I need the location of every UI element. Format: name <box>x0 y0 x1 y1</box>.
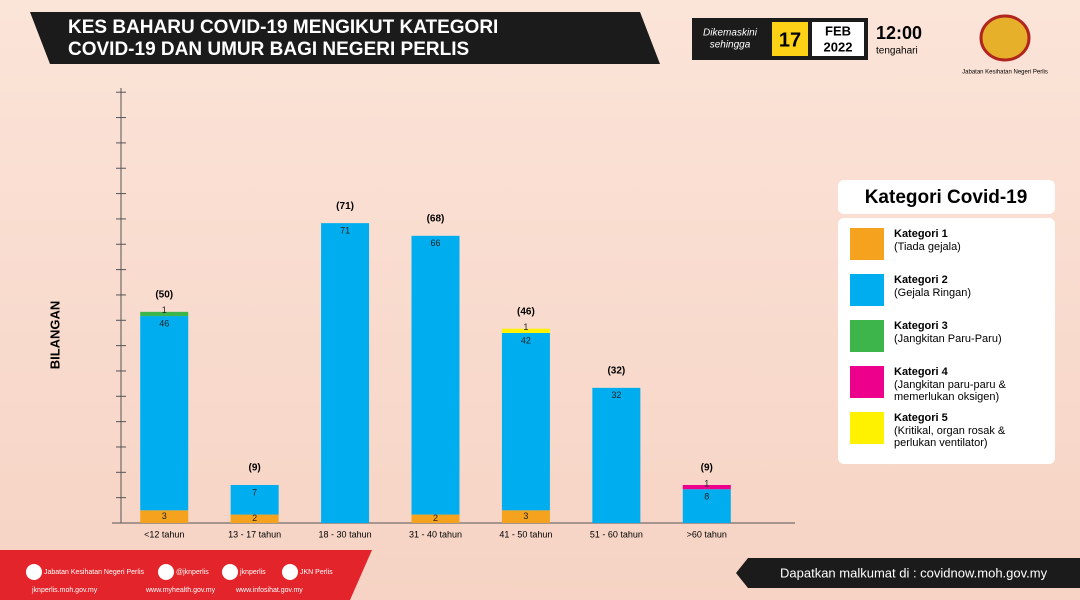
legend-swatch <box>850 320 884 352</box>
footer-left <box>0 550 372 600</box>
x-tick-label: <12 tahun <box>144 529 184 539</box>
bar-segment <box>682 489 731 523</box>
title-banner <box>30 12 660 64</box>
x-tick-label: 18 - 30 tahun <box>319 529 372 539</box>
segment-label: 8 <box>704 492 709 502</box>
total-label: (9) <box>701 463 713 474</box>
segment-label: 3 <box>162 511 167 521</box>
segment-label: 1 <box>162 305 167 315</box>
legend-box <box>838 218 1055 464</box>
segment-label: 32 <box>611 390 621 400</box>
footer-info: Dapatkan malkumat di : covidnow.moh.gov.… <box>780 565 1048 580</box>
bar-segment <box>682 484 731 490</box>
bar-segment <box>592 387 641 523</box>
legend-title: Kategori Covid-19 <box>865 187 1028 208</box>
bar-segment <box>140 316 189 511</box>
social-handle: Jabatan Kesihatan Negeri Perlis <box>44 569 145 576</box>
title-line: KES BAHARU COVID-19 MENGIKUT KATEGORI <box>68 17 498 38</box>
social-handle: @jknperlis <box>176 569 209 576</box>
legend-swatch <box>850 228 884 260</box>
legend-note: (Tiada gejala) <box>894 241 961 253</box>
footer-right <box>736 558 1080 588</box>
footer-link: www.myhealth.gov.my <box>145 587 216 594</box>
segment-label: 1 <box>704 478 709 488</box>
legend-label: Kategori 5 <box>894 412 948 424</box>
y-axis-label: BILANGAN <box>47 301 62 370</box>
legend-swatch <box>850 274 884 306</box>
day: 17 <box>779 29 801 51</box>
month: FEB <box>825 23 851 38</box>
bar-segment <box>411 514 460 523</box>
total-label: (71) <box>336 201 354 212</box>
legend-label: Kategori 2 <box>894 274 948 286</box>
segment-label: 1 <box>523 322 528 332</box>
bar-segment <box>230 514 279 523</box>
x-tick-label: >60 tahun <box>687 529 727 539</box>
social-icon <box>26 564 42 580</box>
social-icon <box>158 564 174 580</box>
total-label: (68) <box>427 213 445 224</box>
bar-segment <box>140 510 189 523</box>
segment-label: 42 <box>521 335 531 345</box>
legend-note: (Gejala Ringan) <box>894 287 971 299</box>
total-label: (50) <box>155 289 173 300</box>
time-note: tengahari <box>876 46 918 57</box>
year: 2022 <box>824 39 853 54</box>
bar-segment <box>501 328 550 333</box>
segment-label: 71 <box>340 226 350 236</box>
segment-label: 46 <box>159 318 169 328</box>
legend-title-box <box>838 180 1055 214</box>
x-tick-label: 13 - 17 tahun <box>228 529 281 539</box>
legend-swatch <box>850 366 884 398</box>
legend-swatch <box>850 412 884 444</box>
segment-label: 7 <box>252 487 257 497</box>
social-handle: jknperlis <box>239 569 266 576</box>
social-icon <box>222 564 238 580</box>
bar-segment <box>501 332 550 511</box>
title-line: COVID-19 DAN UMUR BAGI NEGERI PERLIS <box>68 39 469 60</box>
bar-segment <box>230 484 279 515</box>
legend-note: memerlukan oksigen) <box>894 391 999 403</box>
updated-label: sehingga <box>710 40 751 51</box>
social-icon <box>282 564 298 580</box>
updated-label: Dikemaskini <box>703 28 758 39</box>
bar-segment <box>411 235 460 515</box>
bar-segment <box>140 311 189 317</box>
footer-link: jknperlis.moh.gov.my <box>31 587 98 594</box>
bar-segment <box>501 510 550 523</box>
total-label: (32) <box>607 365 625 376</box>
total-label: (9) <box>249 463 261 474</box>
total-label: (46) <box>517 306 535 317</box>
segment-label: 2 <box>252 513 257 523</box>
day-box <box>772 22 808 56</box>
legend-label: Kategori 4 <box>894 366 949 378</box>
x-tick-label: 41 - 50 tahun <box>499 529 552 539</box>
x-tick-label: 31 - 40 tahun <box>409 529 462 539</box>
segment-label: 3 <box>523 511 528 521</box>
legend-note: (Kritikal, organ rosak & <box>894 425 1006 437</box>
footer-link: www.infosihat.gov.my <box>235 587 303 594</box>
time: 12:00 <box>876 23 922 43</box>
legend-note: (Jangkitan Paru-Paru) <box>894 333 1002 345</box>
agency: Jabatan Kesihatan Negeri Perlis <box>962 70 1048 76</box>
segment-label: 2 <box>433 513 438 523</box>
bar-segment <box>321 223 370 523</box>
segment-label: 66 <box>430 238 440 248</box>
legend-label: Kategori 3 <box>894 320 948 332</box>
legend-note: perlukan ventilator) <box>894 437 988 449</box>
month-box <box>812 22 864 56</box>
legend-label: Kategori 1 <box>894 228 948 240</box>
social-handle: JKN Perlis <box>300 569 333 576</box>
legend-note: (Jangkitan paru-paru & <box>894 379 1007 391</box>
crest <box>979 14 1031 62</box>
x-tick-label: 51 - 60 tahun <box>590 529 643 539</box>
